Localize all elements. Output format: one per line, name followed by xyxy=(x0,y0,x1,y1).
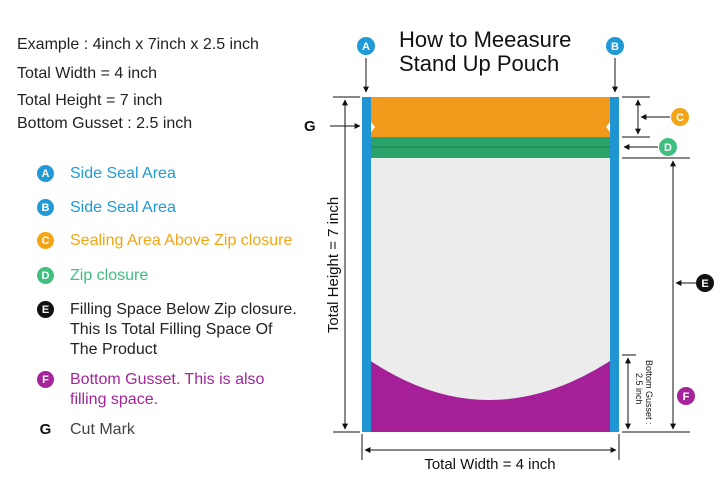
legend-g-label: Cut Mark xyxy=(70,421,135,438)
legend-e-label-3: The Product xyxy=(70,341,158,358)
badge-b-icon: B xyxy=(37,199,54,216)
legend-d-label: Zip closure xyxy=(70,267,149,284)
total-height-text: Total Height = 7 inch xyxy=(17,92,163,109)
badge-d-icon: D xyxy=(37,267,54,284)
badge-e-diagram-icon xyxy=(696,274,714,292)
cut-mark-g-label: G xyxy=(304,118,316,135)
cut-mark-right xyxy=(606,122,610,132)
legend-item-b: B Side Seal Area xyxy=(37,198,176,218)
legend-f-label-1: Bottom Gusset. This is also xyxy=(70,371,265,388)
badge-c-icon: C xyxy=(37,232,54,249)
diagram-title: How to Meeasure Stand Up Pouch xyxy=(399,28,571,76)
badge-e-icon: E xyxy=(37,301,54,318)
legend-item-g: G Cut Mark xyxy=(37,420,135,440)
legend-item-d: D Zip closure xyxy=(37,266,148,286)
badge-f-diagram-icon xyxy=(677,387,695,405)
title-line-2: Stand Up Pouch xyxy=(399,51,560,76)
legend-b-label: Side Seal Area xyxy=(70,199,176,216)
total-height-label: Total Height = 7 inch xyxy=(325,197,342,333)
top-seal-area xyxy=(362,97,619,137)
side-seal-left xyxy=(362,97,371,432)
badge-f-icon: F xyxy=(37,371,54,388)
legend-item-e: E Filling Space Below Zip closure. This … xyxy=(37,300,297,360)
badge-c-diagram-icon xyxy=(671,108,689,126)
badge-d-diagram-label: D xyxy=(664,142,672,154)
legend-item-a: A Side Seal Area xyxy=(37,164,176,184)
bottom-gusset-area xyxy=(362,355,619,432)
badge-b-diagram-icon xyxy=(606,37,624,55)
badge-g-icon: G xyxy=(39,421,52,438)
legend-c-label: Sealing Area Above Zip closure xyxy=(70,232,293,249)
title-line-1: How to Meeasure xyxy=(399,27,572,52)
badge-c-diagram-label: C xyxy=(676,112,684,124)
badge-a-diagram-label: A xyxy=(362,41,370,53)
legend-item-c: C Sealing Area Above Zip closure xyxy=(37,231,292,251)
gusset-label-2: 2.5 inch xyxy=(634,373,644,405)
side-seal-right xyxy=(610,97,619,432)
badge-d-diagram-icon xyxy=(659,138,677,156)
legend-e-label-2: This Is Total Filling Space Of xyxy=(70,321,273,338)
bottom-gusset-text: Bottom Gusset : 2.5 inch xyxy=(17,115,193,132)
example-text: Example : 4inch x 7inch x 2.5 inch xyxy=(17,36,259,53)
legend-f-label-2: filling space. xyxy=(70,391,159,408)
legend-a-label: Side Seal Area xyxy=(70,165,176,182)
legend-e-label-1: Filling Space Below Zip closure. xyxy=(70,301,297,318)
badge-e-diagram-label: E xyxy=(701,278,708,290)
badge-a-icon: A xyxy=(37,165,54,182)
cut-mark-left xyxy=(371,122,375,132)
badge-b-diagram-label: B xyxy=(611,41,619,53)
total-width-label: Total Width = 4 inch xyxy=(424,456,555,473)
badge-f-diagram-label: F xyxy=(683,391,690,403)
badge-a-diagram-icon xyxy=(357,37,375,55)
gusset-label-1: Bottom Gusset : xyxy=(644,360,654,425)
total-width-text: Total Width = 4 inch xyxy=(17,65,158,82)
legend-item-f: F Bottom Gusset. This is also filling sp… xyxy=(37,370,264,410)
